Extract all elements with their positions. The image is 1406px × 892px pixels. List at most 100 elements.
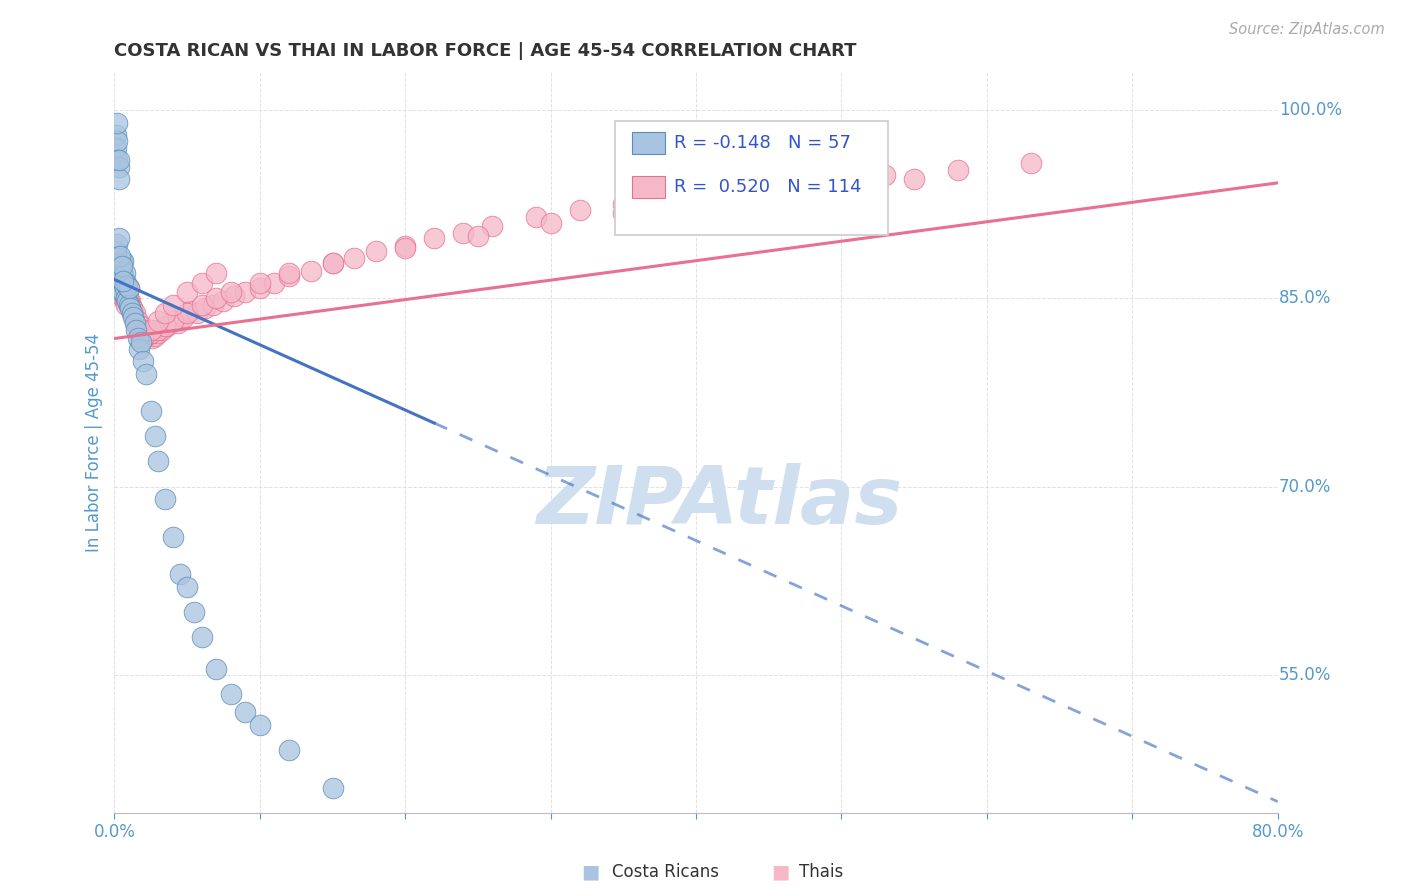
Point [107, 266, 129, 280]
Point [121, 301, 143, 316]
Point [110, 264, 132, 278]
Point [176, 306, 198, 320]
Point [699, 185, 721, 199]
Point [322, 256, 344, 270]
Point [135, 367, 157, 381]
Point [112, 277, 135, 291]
Point [467, 228, 489, 243]
Point [105, 237, 128, 252]
Point [249, 277, 271, 291]
Point [104, 244, 127, 258]
Point [155, 318, 177, 333]
Point [104, 266, 127, 280]
Point [115, 281, 138, 295]
Point [110, 278, 132, 293]
Point [830, 181, 852, 195]
Point [423, 231, 446, 245]
Point [112, 268, 135, 283]
Text: ■: ■ [581, 863, 600, 882]
Point [118, 297, 141, 311]
Point [138, 326, 160, 341]
Point [124, 306, 146, 320]
Point [114, 266, 136, 280]
Point [277, 266, 299, 280]
Point [120, 297, 142, 311]
Point [118, 293, 141, 308]
FancyBboxPatch shape [614, 120, 889, 235]
Point [815, 172, 838, 186]
Point [104, 141, 127, 155]
Point [524, 210, 547, 224]
Point [132, 323, 155, 337]
Point [481, 219, 503, 233]
Point [115, 297, 138, 311]
Point [277, 743, 299, 757]
Point [655, 191, 678, 205]
Point [205, 291, 228, 305]
Point [118, 297, 141, 311]
Point [117, 289, 139, 303]
Text: 55.0%: 55.0% [1279, 665, 1331, 684]
Point [190, 297, 212, 311]
Point [139, 326, 162, 341]
Point [167, 317, 190, 331]
Point [156, 318, 179, 333]
Point [162, 530, 184, 544]
Point [104, 244, 127, 258]
Point [205, 662, 228, 676]
Point [115, 277, 138, 291]
Point [112, 274, 135, 288]
Point [110, 261, 132, 276]
Point [875, 169, 897, 183]
Text: Costa Ricans: Costa Ricans [612, 863, 718, 881]
Point [129, 318, 152, 333]
Point [111, 268, 134, 283]
Point [122, 306, 145, 320]
Point [104, 128, 127, 143]
Point [105, 115, 128, 129]
Point [146, 323, 169, 337]
Point [155, 492, 177, 507]
Point [135, 329, 157, 343]
Text: COSTA RICAN VS THAI IN LABOR FORCE | AGE 45-54 CORRELATION CHART: COSTA RICAN VS THAI IN LABOR FORCE | AGE… [114, 42, 856, 60]
Point [117, 289, 139, 303]
Point [110, 272, 132, 286]
Text: R = -0.148   N = 57: R = -0.148 N = 57 [673, 134, 851, 152]
Point [183, 605, 205, 619]
Point [299, 264, 322, 278]
Point [946, 163, 969, 178]
Point [115, 291, 138, 305]
Point [111, 272, 134, 286]
Point [107, 160, 129, 174]
Point [107, 256, 129, 270]
Point [115, 285, 138, 299]
Point [105, 153, 128, 168]
Point [186, 306, 208, 320]
FancyBboxPatch shape [633, 132, 665, 154]
Point [114, 281, 136, 295]
Point [169, 567, 191, 582]
Point [124, 317, 146, 331]
Point [132, 323, 155, 337]
Point [249, 718, 271, 732]
Point [152, 323, 174, 337]
Point [120, 301, 142, 316]
Point [129, 318, 152, 333]
Point [127, 318, 149, 333]
Point [107, 281, 129, 295]
Point [219, 687, 242, 701]
Point [111, 259, 134, 273]
Point [190, 630, 212, 644]
Point [114, 281, 136, 295]
Point [758, 178, 780, 193]
Point [105, 135, 128, 149]
Point [612, 206, 634, 220]
Point [162, 314, 184, 328]
Point [114, 278, 136, 293]
Point [132, 354, 155, 368]
Point [112, 253, 135, 268]
Point [112, 277, 135, 291]
Text: Thais: Thais [799, 863, 842, 881]
Point [540, 216, 562, 230]
Point [222, 289, 245, 303]
